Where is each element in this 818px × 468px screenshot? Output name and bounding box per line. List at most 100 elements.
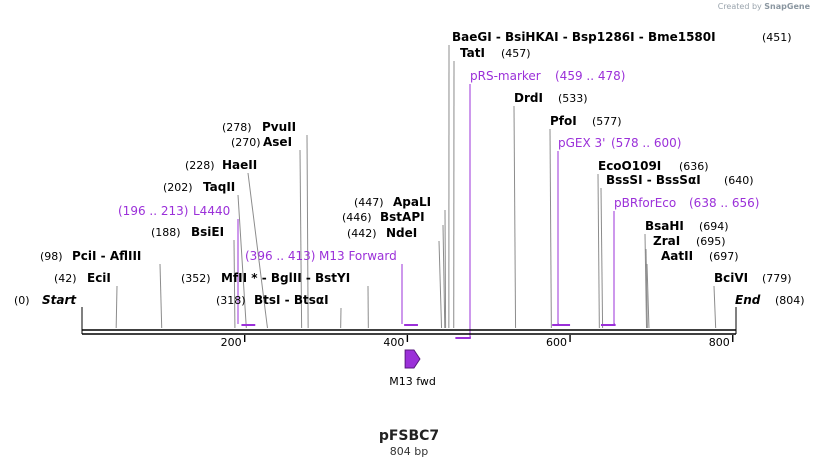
site-pfoi-position: (577) [592,115,622,128]
site-pfoi: (577) PfoI [550,114,622,128]
position-ruler: 200 400 600 800 [221,335,734,349]
site-pfoi-leader [549,128,552,329]
site-bsiei-label: BsiEI [191,225,224,239]
site-ndei-position: (442) [347,227,377,240]
site-bsssi-bsss-i: (640) BssSI - BssSαI [606,173,754,187]
site-labels: (0) Start (42) EciI (98) PciI - AflIII (188) Bs… [14,30,805,307]
snapgene-logo: SnapGene [764,2,810,11]
site-taqii-leader [237,194,247,329]
site-ecoo109i-leader [597,173,600,329]
site-end: (804) End [735,293,805,307]
site-bsiei-position: (188) [151,226,181,239]
site-mfii-bglii-bstyi: (352) MfII * - BglII - BstYI [181,271,350,285]
site-apali: (447) ApaLI [354,195,431,209]
site-bstapi-label: BstAPI [380,210,425,224]
primer-l4440: (196 .. 213) L4440 [118,204,230,218]
site-tati-position: (457) [501,47,531,60]
primer-l4440-range: (196 .. 213) [118,204,188,218]
primer-binding-bars [241,324,616,339]
ruler-tick-label-600: 600 [546,336,567,349]
site-aatii-label: AatII [661,249,693,263]
site-pvuii-position: (278) [222,121,252,134]
sequence-map: 200 400 600 800 (0) Start (42) EciI (98) PciI - … [14,30,805,388]
site-bsssi-bsss-i-label: BssSI - BssSαI [606,173,701,187]
site-start: (0) Start [14,293,77,307]
site-drdi-leader [513,105,517,329]
site-pcii-afliii-label: PciI - AflIII [72,249,141,263]
site-bcivi-position: (779) [762,272,792,285]
site-bstapi-position: (446) [342,211,372,224]
site-aatii-position: (697) [709,250,739,263]
site-leader-lines [115,44,717,329]
site-mfii-bglii-bstyi-position: (352) [181,272,211,285]
credit-prefix: Created by [717,2,762,11]
map-length: 804 bp [389,445,429,458]
primer-pbrforeco: (638 .. 656) pBRforEco [614,196,759,210]
site-pvuii-leader [306,134,309,329]
site-drdi: (533) DrdI [514,91,588,105]
site-taqii: (202) TaqII [163,180,235,194]
feature-m13-fwd: M13 fwd [389,349,436,388]
site-start-label: Start [42,293,77,307]
site-baegi-bsihkai-bsp1286i-bme1580i: (451) BaeGI - BsiHKAI - Bsp1286I - Bme158… [452,30,792,44]
ruler-tick-label-400: 400 [383,336,404,349]
site-zrai: (695) ZraI [653,234,726,248]
site-bstapi: (446) BstAPI [342,210,425,224]
site-mfii-bglii-bstyi-label: MfII * - BglII - BstYI [221,271,350,285]
site-haeii: (228) HaeII [185,158,257,172]
site-zrai-label: ZraI [653,234,680,248]
site-pvuii: (278) PvuII [222,120,296,134]
primer-prs-marker-label: pRS-marker [470,69,541,83]
features: M13 fwd [389,349,436,388]
map-title: pFSBC7 [378,428,440,444]
primer-pgex-3: (578 .. 600) pGEX 3' [558,136,681,150]
site-btsi-bts-i: (318) BtsI - BtsαI [216,293,329,307]
ruler-tick-label-200: 200 [221,336,242,349]
site-zrai-leader [645,248,648,329]
site-drdi-label: DrdI [514,91,543,105]
site-taqii-label: TaqII [203,180,235,194]
site-ecoo109i-label: EcoO109I [598,159,661,173]
site-end-label: End [735,293,761,307]
primer-m13-forward-range: (396 .. 413) [245,249,315,263]
site-ecii-leader [115,285,118,329]
site-asei-label: AseI [263,135,292,149]
site-ecoo109i: (636) EcoO109I [598,159,709,173]
site-baegi-bsihkai-bsp1286i-bme1580i-position: (451) [762,31,792,44]
site-bsahi-position: (694) [699,220,729,233]
site-pcii-afliii-leader [159,263,163,329]
site-bsssi-bsss-i-position: (640) [724,174,754,187]
site-zrai-position: (695) [696,235,726,248]
snapgene-credit: Created by SnapGene [718,2,810,11]
site-ndei-leader [438,240,443,329]
primer-prs-marker: (459 .. 478) pRS-marker [470,69,625,83]
site-taqii-position: (202) [163,181,193,194]
site-ndei: (442) NdeI [347,226,417,240]
site-btsi-bts-i-label: BtsI - BtsαI [254,293,329,307]
site-aatii-leader [646,263,650,329]
site-bsahi-label: BsaHI [645,219,684,233]
site-apali-leader [444,209,447,329]
primer-prs-marker-range: (459 .. 478) [555,69,625,83]
site-ecii-position: (42) [54,272,77,285]
site-drdi-position: (533) [558,92,588,105]
site-asei-position: (270) [231,136,261,149]
site-bcivi-label: BciVI [714,271,748,285]
site-haeii-position: (228) [185,159,215,172]
primer-pbrforeco-leader [613,211,615,325]
primer-l4440-label: L4440 [193,204,230,218]
primer-m13-forward-label: M13 Forward [319,249,397,263]
site-bsiei: (188) BsiEI [151,225,224,239]
site-bsssi-bsss-i-leader [600,187,604,329]
site-bcivi: (779) BciVI [714,271,792,285]
site-btsi-bts-i-position: (318) [216,294,246,307]
primer-m13-forward: (396 .. 413) M13 Forward [245,249,397,263]
site-pvuii-label: PvuII [262,120,296,134]
primer-pgex-3-range: (578 .. 600) [611,136,681,150]
primer-labels: (196 .. 213) L4440 (396 .. 413) M13 Forward… [118,69,759,263]
site-bsahi-leader [644,233,648,329]
site-ndei-label: NdeI [386,226,417,240]
site-apali-label: ApaLI [393,195,431,209]
primer-pgex-3-leader [557,151,559,325]
site-pcii-afliii: (98) PciI - AflIII [40,249,141,263]
